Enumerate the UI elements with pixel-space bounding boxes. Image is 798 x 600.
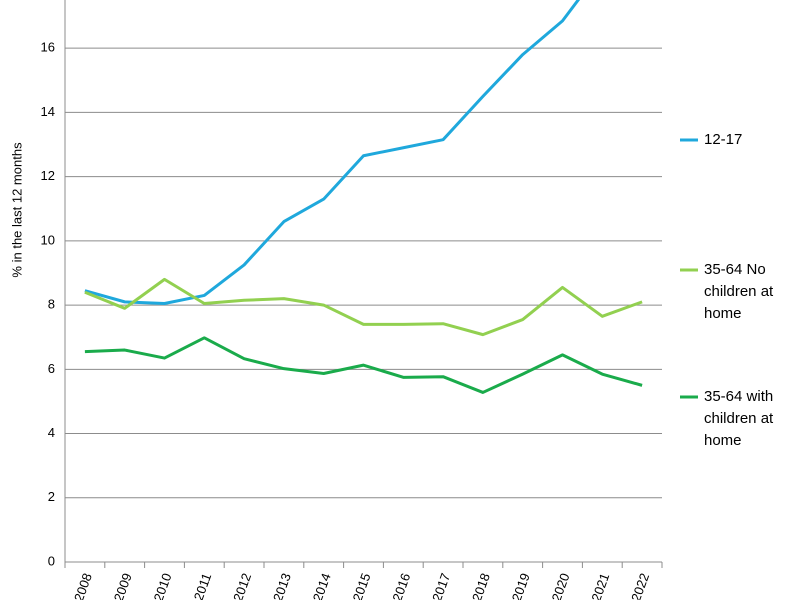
- x-tick-label: 2016: [389, 571, 413, 600]
- x-tick-label: 2015: [350, 571, 374, 600]
- x-tick-label: 2017: [429, 571, 453, 600]
- x-tick-label: 2014: [310, 571, 334, 600]
- y-tick-label: 8: [48, 297, 55, 312]
- x-tick-label: 2013: [270, 571, 294, 600]
- y-tick-label: 16: [41, 40, 55, 55]
- y-tick-label: 2: [48, 489, 55, 504]
- y-tick-label: 10: [41, 232, 55, 247]
- x-tick-label: 2019: [509, 571, 533, 600]
- series-line: [84, 0, 581, 305]
- y-tick-label: 6: [48, 361, 55, 376]
- x-tick-label: 2010: [151, 571, 175, 600]
- x-tick-label: 2008: [71, 571, 95, 600]
- x-tick-label: 2022: [628, 571, 652, 600]
- x-tick-label: 2009: [111, 571, 135, 600]
- x-tick-label: 2012: [230, 571, 254, 600]
- lines: [84, 0, 643, 394]
- y-axis-label: % in the last 12 months: [9, 142, 24, 278]
- x-tick-label: 2021: [588, 571, 612, 600]
- legend-label: 35-64 No children at home: [704, 261, 774, 322]
- y-tick-label: 12: [41, 168, 55, 183]
- x-tick-label: 2018: [469, 571, 493, 600]
- legend-label: 35-64 with children at home: [704, 388, 774, 449]
- legend-label: 12-17: [704, 131, 743, 148]
- y-tick-label: 14: [41, 104, 55, 119]
- series-line: [84, 277, 643, 337]
- y-tick-label: 0: [48, 553, 55, 568]
- series-line: [84, 336, 643, 394]
- y-tick-label: 4: [48, 425, 55, 440]
- x-tick-label: 2011: [191, 571, 215, 600]
- x-tick-label: 2020: [549, 571, 573, 600]
